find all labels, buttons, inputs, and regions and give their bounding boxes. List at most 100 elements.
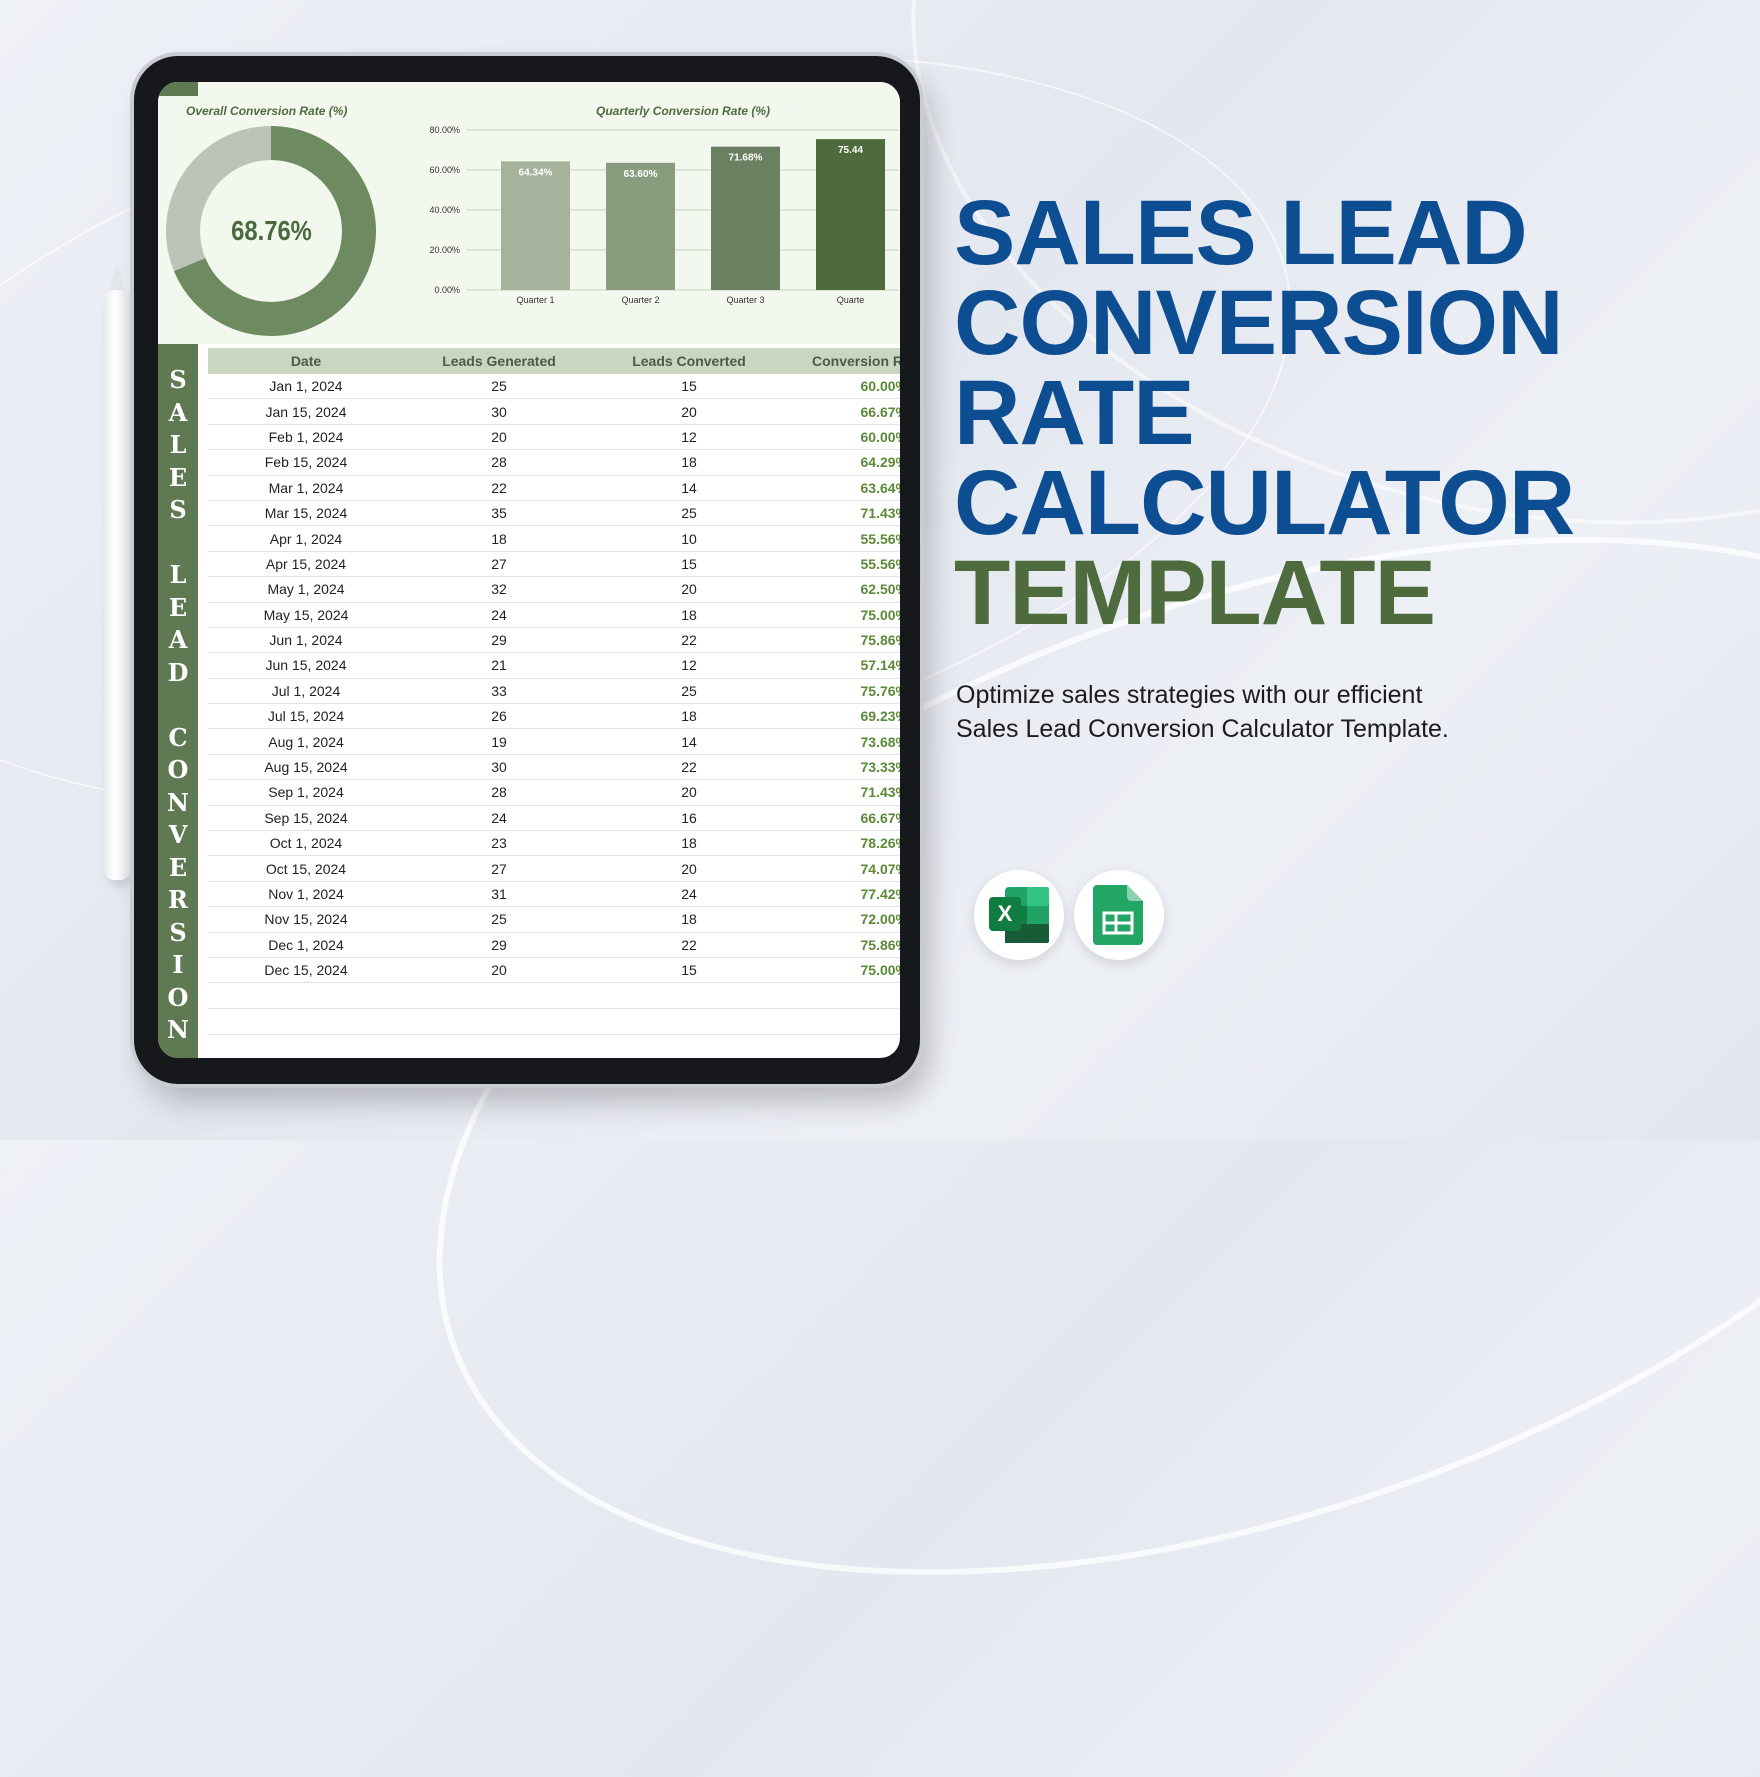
svg-text:X: X xyxy=(998,901,1013,926)
excel-badge[interactable]: X xyxy=(974,870,1064,960)
cell-leads-generated: 24 xyxy=(491,606,507,623)
table-row[interactable]: Apr 15, 2024 27 15 55.56% xyxy=(208,552,900,578)
banner-letter: L xyxy=(169,560,187,589)
header-leads-converted: Leads Converted xyxy=(632,353,746,369)
table-row[interactable]: Jun 15, 2024 21 12 57.14% xyxy=(208,653,900,679)
cell-date: Jan 1, 2024 xyxy=(269,378,343,395)
cell-date: Nov 15, 2024 xyxy=(264,911,348,928)
header-date: Date xyxy=(290,353,322,369)
cell-date: Sep 1, 2024 xyxy=(268,784,344,801)
table-row[interactable]: Jan 15, 2024 30 20 66.67% xyxy=(208,399,900,425)
cell-date: Feb 1, 2024 xyxy=(268,428,344,445)
table-row[interactable]: Oct 15, 2024 27 20 74.07% xyxy=(208,856,900,882)
cell-leads-generated: 29 xyxy=(491,936,507,953)
bar-data-label: 64.34% xyxy=(519,167,553,178)
empty-row[interactable] xyxy=(208,1009,900,1036)
cell-conversion-rate: 77.42% xyxy=(860,886,900,902)
y-tick-label: 0.00% xyxy=(434,285,460,295)
google-sheets-badge[interactable] xyxy=(1074,870,1164,960)
cell-leads-generated: 23 xyxy=(491,835,507,852)
cell-conversion-rate: 75.86% xyxy=(860,632,900,649)
cell-leads-generated: 25 xyxy=(491,378,507,395)
cell-date: May 1, 2024 xyxy=(267,581,345,598)
empty-row[interactable] xyxy=(208,983,900,1010)
table-row[interactable]: Feb 1, 2024 20 12 60.00% xyxy=(208,425,900,451)
cell-leads-converted: 18 xyxy=(681,606,697,623)
cell-leads-generated: 32 xyxy=(491,581,507,598)
stylus-tip xyxy=(108,262,126,292)
cell-date: Apr 1, 2024 xyxy=(269,530,343,547)
banner-letter: V xyxy=(168,820,188,849)
table-row[interactable]: Jul 1, 2024 33 25 75.76% xyxy=(208,679,900,705)
cell-leads-generated: 27 xyxy=(491,860,507,877)
cell-date: Jan 15, 2024 xyxy=(265,403,347,420)
stylus-pencil xyxy=(104,290,130,880)
table-row[interactable]: Aug 15, 2024 30 22 73.33% xyxy=(208,755,900,781)
cell-leads-generated: 21 xyxy=(491,657,507,674)
donut-chart-title: Overall Conversion Rate (%) xyxy=(186,104,348,118)
cell-date: Jun 1, 2024 xyxy=(269,632,343,649)
y-tick-label: 60.00% xyxy=(429,165,460,175)
table-row[interactable]: Nov 15, 2024 25 18 72.00% xyxy=(208,907,900,933)
table-row[interactable]: Mar 1, 2024 22 14 63.64% xyxy=(208,476,900,501)
cell-leads-generated: 29 xyxy=(491,632,507,649)
cell-conversion-rate: 66.67% xyxy=(860,403,900,420)
banner-letter: D xyxy=(167,657,189,687)
table-row[interactable]: Mar 15, 2024 35 25 71.43% xyxy=(208,501,900,527)
headline-line: CALCULATOR xyxy=(954,452,1575,554)
bar-chart-title: Quarterly Conversion Rate (%) xyxy=(596,104,771,118)
banner-letter: R xyxy=(168,885,188,914)
bar-data-label: 63.60% xyxy=(624,169,658,180)
cell-conversion-rate: 55.56% xyxy=(860,530,900,547)
cell-leads-converted: 10 xyxy=(681,530,697,547)
table-row[interactable]: Dec 1, 2024 29 22 75.86% xyxy=(208,933,900,958)
cell-leads-generated: 27 xyxy=(491,555,507,572)
banner-letter: A xyxy=(168,397,188,427)
header-conversion-rate: Conversion Ra xyxy=(812,353,900,369)
sheet-tab[interactable] xyxy=(158,82,198,96)
cell-leads-converted: 20 xyxy=(681,403,697,420)
y-tick-label: 20.00% xyxy=(429,245,460,255)
banner-letter: A xyxy=(168,625,188,654)
cell-leads-converted: 25 xyxy=(681,682,697,699)
cell-conversion-rate: 74.07% xyxy=(860,860,900,877)
subtitle-line: Optimize sales strategies with our effic… xyxy=(956,681,1423,709)
table-row[interactable]: Oct 1, 2024 23 18 78.26% xyxy=(208,831,900,857)
cell-conversion-rate: 78.26% xyxy=(860,835,900,852)
cell-leads-converted: 20 xyxy=(681,581,697,598)
cell-date: Aug 15, 2024 xyxy=(264,759,348,776)
table-row[interactable]: May 1, 2024 32 20 62.50% xyxy=(208,577,900,603)
cell-leads-generated: 35 xyxy=(491,505,507,522)
cell-leads-generated: 20 xyxy=(491,428,507,445)
table-row[interactable]: Sep 1, 2024 28 20 71.43% xyxy=(208,780,900,806)
table-row[interactable]: Jul 15, 2024 26 18 69.23% xyxy=(208,704,900,730)
bar-quarter-3 xyxy=(711,146,780,290)
table-row[interactable]: Dec 15, 2024 20 15 75.00% xyxy=(208,958,900,984)
table-row[interactable]: May 15, 2024 24 18 75.00% xyxy=(208,603,900,628)
google-sheets-icon xyxy=(1093,885,1143,945)
cell-conversion-rate: 66.67% xyxy=(860,809,900,826)
headline: SALES LEAD CONVERSION RATE CALCULATOR TE… xyxy=(954,187,1575,639)
cell-conversion-rate: 71.43% xyxy=(860,784,900,801)
cell-leads-converted: 12 xyxy=(681,428,697,445)
y-tick-label: 40.00% xyxy=(429,205,460,215)
cell-leads-generated: 22 xyxy=(491,479,507,496)
cell-date: Dec 15, 2024 xyxy=(264,962,348,979)
table-row[interactable]: Aug 1, 2024 19 14 73.68% xyxy=(208,729,900,755)
table-row[interactable]: Jan 1, 2024 25 15 60.00% xyxy=(208,374,900,400)
bar-quarte xyxy=(816,139,885,290)
cell-date: Mar 15, 2024 xyxy=(264,505,348,522)
table-row[interactable]: Feb 15, 2024 28 18 64.29% xyxy=(208,450,900,476)
banner-letter: L xyxy=(169,430,187,459)
empty-row[interactable] xyxy=(208,1035,900,1058)
x-tick-label: Quarter 1 xyxy=(516,295,554,305)
leads-table: Date Leads Generated Leads Converted Con… xyxy=(208,348,900,1058)
table-row[interactable]: Sep 15, 2024 24 16 66.67% xyxy=(208,806,900,832)
x-tick-label: Quarter 3 xyxy=(726,295,764,305)
table-row[interactable]: Nov 1, 2024 31 24 77.42% xyxy=(208,882,900,908)
table-row[interactable]: Jun 1, 2024 29 22 75.86% xyxy=(208,628,900,654)
table-row[interactable]: Apr 1, 2024 18 10 55.56% xyxy=(208,526,900,552)
bar-data-label: 75.44 xyxy=(838,145,863,156)
cell-conversion-rate: 71.43% xyxy=(860,505,900,522)
banner-letter: C xyxy=(168,722,188,752)
